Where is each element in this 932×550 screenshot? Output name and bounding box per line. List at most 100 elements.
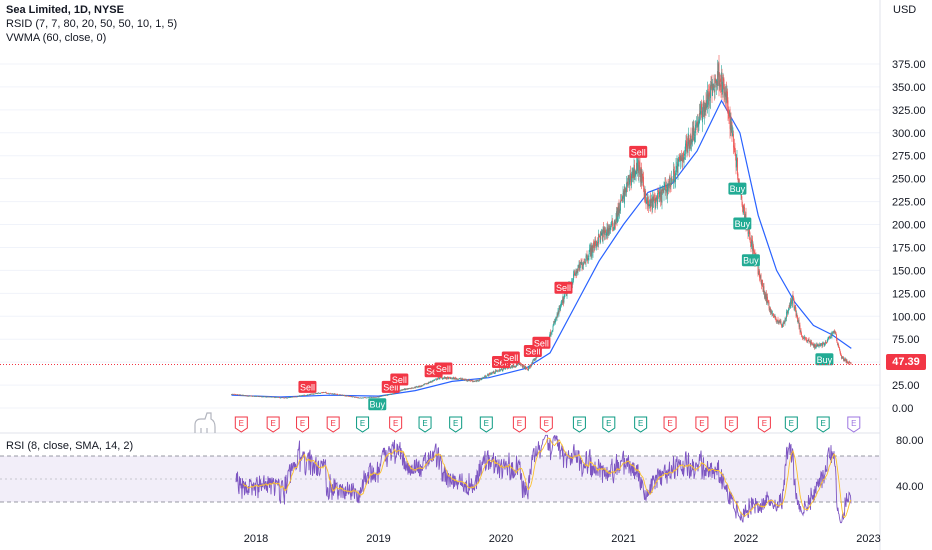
sell-signal[interactable]: Sell — [629, 145, 648, 158]
candle-body — [685, 143, 686, 152]
signal-label: Sell — [525, 347, 540, 357]
earnings-marker[interactable]: E — [572, 416, 586, 433]
buy-signal[interactable]: Buy — [741, 254, 760, 267]
sell-signal[interactable]: Sell — [390, 373, 409, 386]
candle-body — [702, 108, 704, 118]
earnings-marker[interactable]: E — [602, 416, 616, 433]
candle-body — [532, 361, 533, 363]
candle-body — [525, 367, 527, 369]
candle-body — [598, 233, 599, 244]
earnings-marker[interactable]: E — [539, 416, 553, 433]
candle-body — [737, 158, 738, 176]
candle-body — [577, 265, 579, 273]
candle-body — [515, 365, 517, 367]
earnings-marker-label: E — [453, 419, 458, 428]
candle-body — [367, 397, 369, 399]
candle-body — [725, 93, 727, 98]
earnings-marker[interactable]: E — [724, 416, 738, 433]
earnings-marker-shape — [663, 416, 677, 433]
earnings-marker[interactable]: E — [296, 416, 310, 433]
candle-body — [762, 280, 763, 287]
candle-body — [333, 393, 335, 395]
candle-body — [651, 198, 652, 201]
candle-body — [767, 296, 768, 302]
price-tick-label: 150.00 — [892, 265, 926, 277]
vwma-indicator-label[interactable]: VWMA (60, close, 0) — [6, 32, 107, 44]
candle-body — [583, 262, 584, 266]
signals-group[interactable]: Sell SellSellBuySellSellSellSellSellSellS… — [298, 145, 834, 411]
earnings-marker[interactable]: E — [634, 416, 648, 433]
earnings-marker[interactable]: E — [784, 416, 798, 433]
earnings-marker[interactable]: E — [816, 416, 830, 433]
candle-body — [621, 198, 623, 201]
sell-signal[interactable]: Sell — [434, 362, 453, 375]
buy-signal[interactable]: Buy — [733, 217, 752, 230]
candle-body — [234, 394, 235, 395]
candle-body — [584, 262, 586, 263]
candle-body — [405, 388, 407, 390]
time-x-axis[interactable]: 2018 2019 2020 2021 2022 2023 — [244, 533, 881, 545]
candle-body — [603, 230, 605, 233]
candle-body — [426, 383, 428, 385]
candle-body — [648, 200, 649, 207]
earnings-marker[interactable]: E — [356, 416, 370, 433]
candle-body — [635, 172, 636, 174]
candle-body — [388, 394, 389, 396]
sell-signal[interactable]: Sell — [501, 351, 520, 364]
candle-body — [689, 146, 691, 151]
candle-body — [608, 228, 609, 233]
earnings-marker[interactable]: E — [695, 416, 709, 433]
rsi-indicator-label[interactable]: RSI (8, close, SMA, 14, 2) — [6, 440, 134, 452]
candle-body — [779, 319, 781, 323]
candle-body — [337, 393, 338, 395]
candle-body — [415, 386, 417, 388]
candle-body — [453, 377, 454, 380]
earnings-marker[interactable]: E — [266, 416, 280, 433]
candle-body — [417, 387, 418, 388]
candle-body — [640, 169, 642, 184]
candle-body — [724, 92, 725, 95]
candle-body — [837, 344, 839, 345]
earnings-marker[interactable]: E — [757, 416, 771, 433]
rsid-indicator-label[interactable]: RSID (7, 7, 80, 20, 50, 50, 10, 1, 5) — [6, 18, 178, 30]
candle-body — [603, 227, 604, 233]
candle-body — [509, 366, 511, 368]
earnings-marker[interactable]: E — [389, 416, 403, 433]
candle-body — [438, 377, 439, 379]
sell-signal[interactable]: Sell — [554, 281, 573, 294]
candle-body — [614, 221, 616, 224]
candle-body — [315, 393, 317, 394]
earnings-marker[interactable]: E — [418, 416, 432, 433]
candle-body — [451, 378, 453, 380]
sell-signal[interactable]: Sell — [532, 336, 551, 349]
candle-body — [480, 379, 482, 380]
candle-body — [580, 263, 582, 265]
candle-body — [294, 396, 295, 398]
rsi-pane[interactable] — [0, 434, 880, 524]
signal-badge — [390, 373, 409, 386]
rsi-y-axis[interactable]: 80.00 40.00 — [896, 435, 924, 493]
buy-signal[interactable]: Buy — [368, 398, 387, 411]
buy-signal[interactable]: Buy — [815, 353, 834, 366]
candle-body — [776, 319, 777, 322]
candle-body — [766, 293, 767, 303]
candle-body — [556, 314, 558, 319]
buy-signal[interactable]: Buy — [728, 182, 747, 195]
currency-unit[interactable]: USD — [893, 4, 917, 16]
earnings-marker[interactable]: E — [479, 416, 493, 433]
candle-body — [588, 253, 590, 258]
earnings-marker[interactable]: E — [512, 416, 526, 433]
earnings-marker[interactable]: E — [449, 416, 463, 433]
earnings-marker[interactable]: E — [847, 416, 861, 433]
candle-body — [320, 392, 322, 394]
candle-body — [254, 396, 256, 397]
earnings-marker[interactable]: E — [326, 416, 340, 433]
candle-body — [465, 379, 466, 380]
sell-signal[interactable]: Sell — [298, 380, 317, 393]
earnings-marker[interactable]: E — [234, 416, 248, 433]
earnings-marker[interactable]: E — [663, 416, 677, 433]
candle-body — [573, 274, 574, 281]
candle-body — [296, 396, 298, 398]
